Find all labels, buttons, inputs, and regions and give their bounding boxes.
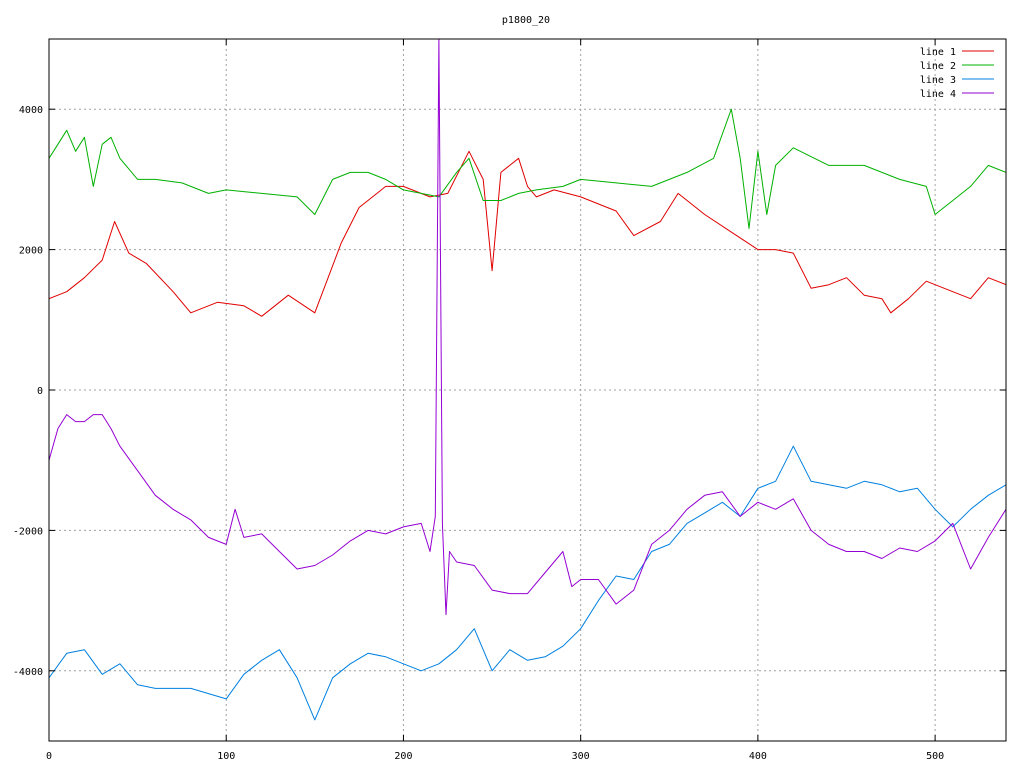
x-tick-label: 500 [926,751,944,762]
x-tick-label: 300 [572,751,590,762]
series-line-1 [49,150,1006,317]
tick-layer: 0 100 200 300 400 500 -4000 -2000 0 2000 4000 [13,39,1006,762]
y-tick-label: -2000 [13,526,43,537]
legend-label-2: line 2 [920,61,956,72]
legend-label-3: line 3 [920,75,956,86]
y-tick-label: 2000 [19,246,43,257]
grid-layer [49,39,1006,741]
y-tick-label: 0 [37,386,43,397]
x-tick-label: 100 [217,751,235,762]
series-layer [49,39,1006,721]
chart-title: p1800_20 [502,15,550,26]
series-line-3 [49,445,1006,721]
x-tick-label: 200 [394,751,412,762]
series-group [49,39,1006,721]
legend: line 1 line 2 line 3 line 4 [920,47,994,100]
x-tick-label: 400 [749,751,767,762]
x-tick-label: 0 [46,751,52,762]
series-line-4 [49,39,1006,616]
y-tick-label: -4000 [13,667,43,678]
y-tick-label: 4000 [19,105,43,116]
legend-label-1: line 1 [920,47,956,58]
series-line-2 [49,108,1006,229]
plot-frame [48,38,1007,742]
legend-label-4: line 4 [920,89,956,100]
